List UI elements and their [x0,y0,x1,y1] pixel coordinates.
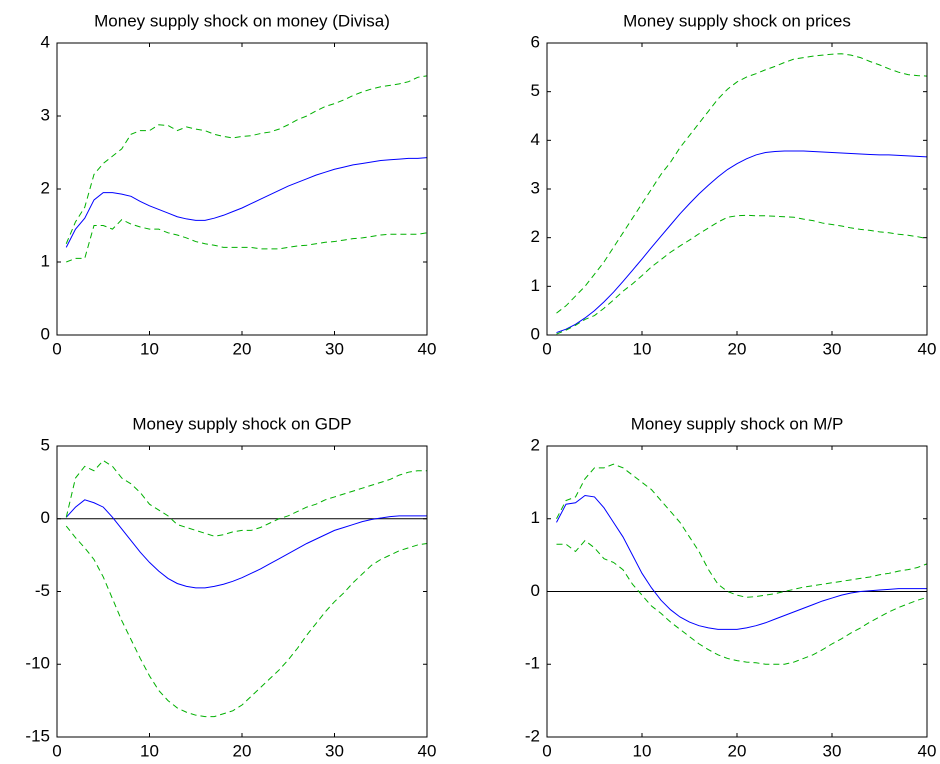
y-tick-label: 5 [41,435,50,454]
axes-frame [546,42,928,336]
x-tick-label: 20 [233,339,252,358]
series-line [65,525,428,718]
axes-box [547,43,927,335]
y-tick-label: 0 [531,324,540,343]
series-line [556,463,928,598]
x-tick-label: 0 [542,339,551,358]
series-line [65,459,427,537]
y-tick-label: -2 [525,726,540,745]
x-tick-label: 0 [52,339,61,358]
x-tick-label: 10 [633,741,652,760]
chart-title: Money supply shock on M/P [631,414,844,433]
y-tick-label: 6 [531,32,540,51]
chart-title: Money supply shock on prices [623,11,851,30]
y-tick-label: 2 [41,178,50,197]
x-tick-label: 30 [823,741,842,760]
x-tick-label: 20 [233,741,252,760]
y-tick-label: 3 [41,105,50,124]
y-tick-label: 2 [531,227,540,246]
axes-box [57,43,427,335]
y-tick-label: -15 [25,726,50,745]
series-line [65,157,428,248]
x-tick-label: 30 [325,741,344,760]
chart-title: Money supply shock on money (Divisa) [94,11,390,30]
axes-frame [546,445,928,738]
y-tick-label: 0 [41,324,50,343]
y-tick-label: -5 [35,581,50,600]
x-tick-label: 40 [918,741,937,760]
x-tick-label: 30 [823,339,842,358]
y-tick-label: 0 [531,581,540,600]
y-tick-label: 2 [531,435,540,454]
series-line [556,214,928,335]
series-line [66,219,428,263]
y-tick-label: -1 [525,654,540,673]
x-tick-label: 0 [52,741,61,760]
series-line [556,539,928,665]
axes-frame [56,42,428,336]
y-tick-label: 1 [531,508,540,527]
series-line [65,499,427,589]
x-tick-label: 30 [325,339,344,358]
y-tick-label: 3 [531,178,540,197]
y-tick-label: 5 [531,81,540,100]
chart-title: Money supply shock on GDP [132,414,351,433]
x-tick-label: 10 [633,339,652,358]
x-tick-label: 0 [542,741,551,760]
x-tick-label: 10 [140,741,159,760]
y-tick-label: 4 [41,32,50,51]
axes-frame [56,445,428,738]
axes-box [57,446,427,737]
series-line [65,75,428,244]
x-tick-label: 20 [728,339,747,358]
y-tick-label: 1 [531,276,540,295]
y-tick-label: -10 [25,654,50,673]
x-tick-label: 20 [728,741,747,760]
series-line [556,494,927,630]
series-line [556,150,928,334]
series-line [556,53,928,314]
x-tick-label: 10 [140,339,159,358]
x-tick-label: 40 [418,339,437,358]
y-tick-label: 1 [41,251,50,270]
y-tick-label: 4 [531,130,540,149]
x-tick-label: 40 [418,741,437,760]
x-tick-label: 40 [918,339,937,358]
y-tick-label: 0 [41,508,50,527]
